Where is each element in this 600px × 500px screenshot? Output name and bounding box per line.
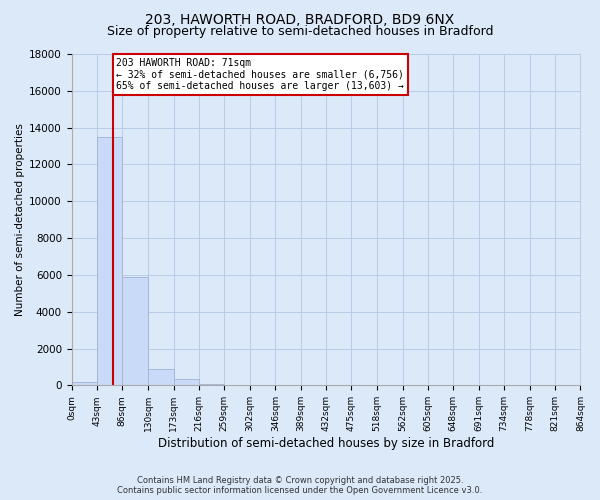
Bar	[97, 137, 122, 386]
Y-axis label: Number of semi-detached properties: Number of semi-detached properties	[15, 123, 25, 316]
Bar	[199, 384, 224, 386]
Bar	[122, 276, 148, 386]
Bar	[173, 379, 199, 386]
Bar	[71, 382, 97, 386]
Text: 203 HAWORTH ROAD: 71sqm
← 32% of semi-detached houses are smaller (6,756)
65% of: 203 HAWORTH ROAD: 71sqm ← 32% of semi-de…	[116, 58, 404, 91]
Text: 203, HAWORTH ROAD, BRADFORD, BD9 6NX: 203, HAWORTH ROAD, BRADFORD, BD9 6NX	[145, 12, 455, 26]
Text: Size of property relative to semi-detached houses in Bradford: Size of property relative to semi-detach…	[107, 25, 493, 38]
X-axis label: Distribution of semi-detached houses by size in Bradford: Distribution of semi-detached houses by …	[158, 437, 494, 450]
Text: Contains HM Land Registry data © Crown copyright and database right 2025.
Contai: Contains HM Land Registry data © Crown c…	[118, 476, 482, 495]
Bar	[148, 369, 173, 386]
Bar	[224, 384, 250, 386]
